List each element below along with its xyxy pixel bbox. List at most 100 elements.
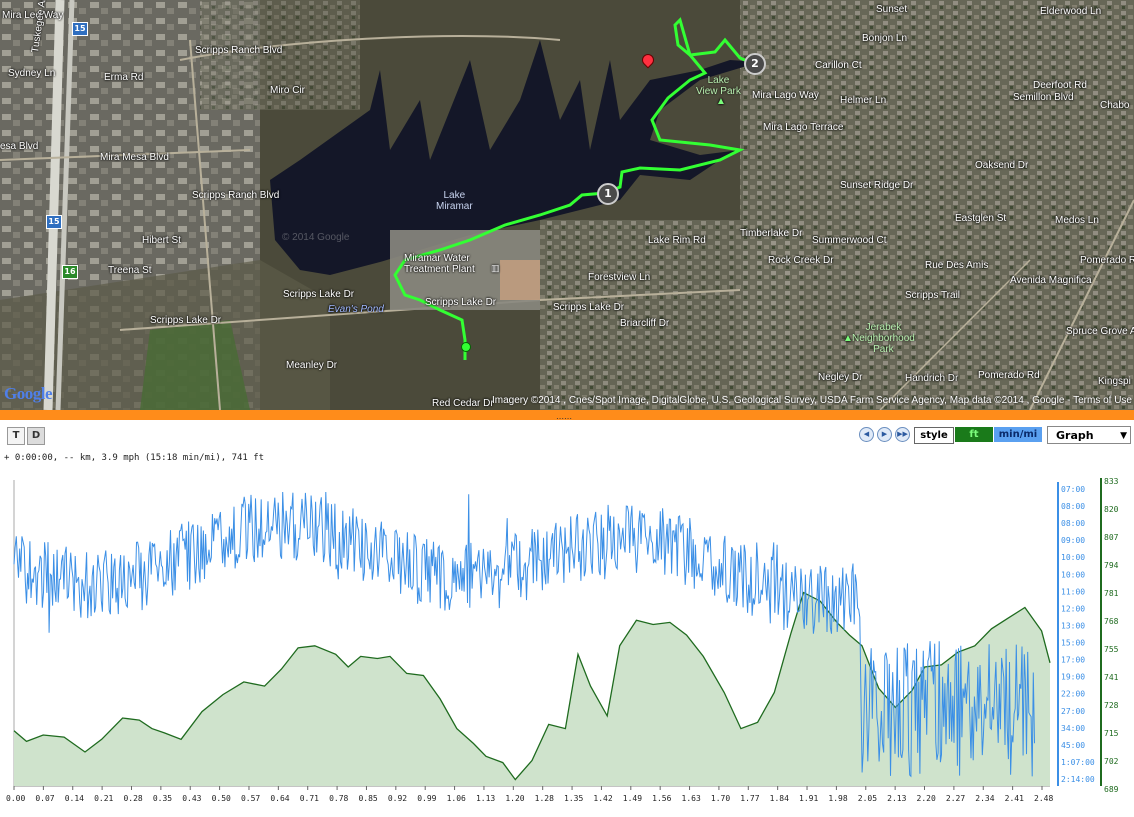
nav-prev-icon[interactable]: ◀ bbox=[859, 427, 874, 442]
street-label: Mira Lago Way bbox=[752, 90, 819, 101]
street-label: Mira Mesa Blvd bbox=[100, 152, 169, 163]
street-label: Timberlake Dr bbox=[740, 228, 803, 239]
poi-label-line: Miramar Water bbox=[404, 253, 470, 264]
elevation-tick-label: 794 bbox=[1104, 561, 1119, 570]
pace-tick-label: 11:00 bbox=[1061, 587, 1085, 596]
map-copyright[interactable]: Imagery ©2014 , Cnes/Spot Image, Digital… bbox=[491, 395, 1132, 406]
pace-axis: 07:00 08:00 08:00 09:00 10:00 10:00 11:00 12:00… bbox=[1061, 485, 1095, 784]
nav-play-icon[interactable]: ▶ bbox=[877, 427, 892, 442]
park-label: Jerabek Neighborhood Park bbox=[852, 322, 915, 355]
street-label: Semillon Blvd bbox=[1013, 92, 1074, 103]
pace-tick-label: 09:00 bbox=[1061, 536, 1085, 545]
poi-label: Miramar Water Treatment Plant bbox=[404, 253, 475, 275]
street-label: Negley Dr bbox=[818, 372, 863, 383]
street-label: Summerwood Ct bbox=[812, 235, 887, 246]
street-label: Lake Rim Rd bbox=[648, 235, 706, 246]
x-tick-label: 0.78 bbox=[329, 794, 348, 803]
elevation-tick-label: 768 bbox=[1104, 617, 1119, 626]
elevation-units-button[interactable]: ft bbox=[955, 427, 993, 442]
street-label: esa Blvd bbox=[0, 141, 39, 152]
street-label: Red Cedar Dr bbox=[432, 398, 494, 409]
street-label: Erma Rd bbox=[104, 72, 144, 83]
satellite-map[interactable]: Mira Lee Way Sydney Ln Erma Rd Miro Cir … bbox=[0, 0, 1134, 410]
elevation-tick-label: 689 bbox=[1104, 785, 1119, 794]
map-chart-splitter[interactable]: ⋯⋯ bbox=[0, 410, 1134, 423]
style-button[interactable]: style bbox=[914, 427, 954, 444]
street-label: Sunset Ridge Dr bbox=[840, 180, 914, 191]
pace-units-button[interactable]: min/mi bbox=[994, 427, 1042, 442]
x-tick-label: 1.06 bbox=[447, 794, 466, 803]
waypoint-marker-1[interactable]: 1 bbox=[597, 183, 619, 205]
google-logo-text: Google bbox=[4, 384, 53, 403]
plot-area bbox=[13, 478, 1102, 787]
elevation-tick-label: 741 bbox=[1104, 673, 1119, 682]
pace-tick-label: 15:00 bbox=[1061, 639, 1085, 648]
pace-tick-label: 1:07:00 bbox=[1061, 758, 1095, 767]
street-label: Scripps Lake Dr bbox=[553, 302, 625, 313]
street-label: Scripps Ranch Blvd bbox=[195, 45, 283, 56]
street-label: Mira Lago Terrace bbox=[763, 122, 844, 133]
street-label: Scripps Ranch Blvd bbox=[192, 190, 280, 201]
pace-tick-label: 10:00 bbox=[1061, 553, 1085, 562]
street-label: Meanley Dr bbox=[286, 360, 338, 371]
start-point-icon[interactable] bbox=[461, 342, 471, 352]
elevation-pace-chart[interactable]: 0.00 0.07 0.14 0.21 0.28 0.35 0.43 0.50 0.57 0.64… bbox=[0, 470, 1134, 817]
time-axis-button[interactable]: T bbox=[7, 427, 25, 445]
street-label: Miro Cir bbox=[270, 85, 305, 96]
street-label: Briarcliff Dr bbox=[620, 318, 670, 329]
google-logo[interactable]: Google bbox=[4, 384, 53, 404]
street-label: Scripps Lake Dr bbox=[425, 297, 497, 308]
nav-next-icon[interactable]: ▶▶ bbox=[895, 427, 910, 442]
park-label-line: Park bbox=[873, 344, 894, 355]
distance-axis-button[interactable]: D bbox=[27, 427, 45, 445]
cursor-readout: + 0:00:00, -- km, 3.9 mph (15:18 min/mi)… bbox=[4, 453, 265, 463]
street-label: Pomerado Rd bbox=[1080, 255, 1134, 266]
street-label: Sydney Ln bbox=[8, 68, 56, 79]
interstate-shield-icon: 15 bbox=[72, 22, 88, 36]
x-tick-label: 0.85 bbox=[358, 794, 377, 803]
x-tick-label: 0.57 bbox=[241, 794, 260, 803]
x-tick-label: 2.27 bbox=[946, 794, 965, 803]
elevation-area bbox=[14, 592, 1050, 786]
view-select-value: Graph bbox=[1056, 429, 1094, 442]
x-tick-label: 1.49 bbox=[623, 794, 642, 803]
x-tick-label: 2.20 bbox=[917, 794, 936, 803]
street-label: Sunset bbox=[876, 4, 908, 15]
x-tick-label: 1.35 bbox=[564, 794, 583, 803]
splitter-grip-icon[interactable]: ⋯⋯ bbox=[556, 414, 572, 423]
view-select[interactable]: Graph ▼ bbox=[1047, 426, 1131, 444]
elevation-tick-label: 781 bbox=[1104, 589, 1119, 598]
chart-toolbar: T D ◀ ▶ ▶▶ style ft min/mi Graph ▼ bbox=[0, 422, 1134, 450]
x-tick-label: 0.14 bbox=[65, 794, 84, 803]
interstate-shield-icon: 15 bbox=[46, 215, 62, 229]
x-tick-label: 1.98 bbox=[828, 794, 847, 803]
x-tick-label: 1.56 bbox=[652, 794, 671, 803]
x-tick-label: 2.48 bbox=[1034, 794, 1053, 803]
pond-label: Evan's Pond bbox=[328, 304, 384, 315]
street-label: Hibert St bbox=[142, 235, 181, 246]
street-label: Scripps Lake Dr bbox=[283, 289, 355, 300]
street-label: Helmer Ln bbox=[840, 95, 887, 106]
street-label: Scripps Trail bbox=[905, 290, 961, 301]
park-tree-icon: ▲ bbox=[843, 333, 853, 344]
elevation-tick-label: 728 bbox=[1104, 701, 1119, 710]
pace-line bbox=[13, 491, 1035, 778]
x-tick-label: 0.64 bbox=[270, 794, 289, 803]
street-label: Pomerado Rd bbox=[978, 370, 1040, 381]
elevation-tick-label: 820 bbox=[1104, 505, 1119, 514]
street-label: Bonjon Ln bbox=[862, 33, 908, 44]
park-tree-icon: ▲ bbox=[716, 96, 726, 107]
street-label: Avenida Magnifica bbox=[1010, 275, 1092, 286]
x-tick-label: 1.28 bbox=[535, 794, 554, 803]
x-tick-label: 0.35 bbox=[153, 794, 172, 803]
pace-tick-label: 08:00 bbox=[1061, 502, 1085, 511]
x-tick-label: 2.13 bbox=[887, 794, 906, 803]
pace-tick-label: 19:00 bbox=[1061, 673, 1085, 682]
chevron-down-icon: ▼ bbox=[1120, 431, 1127, 441]
waypoint-marker-2[interactable]: 2 bbox=[744, 53, 766, 75]
x-tick-label: 0.28 bbox=[123, 794, 142, 803]
street-label: Mira Lee Way bbox=[2, 10, 64, 21]
x-tick-label: 0.07 bbox=[35, 794, 54, 803]
elevation-tick-label: 807 bbox=[1104, 533, 1119, 542]
poi-label-line: Treatment Plant bbox=[404, 264, 475, 275]
